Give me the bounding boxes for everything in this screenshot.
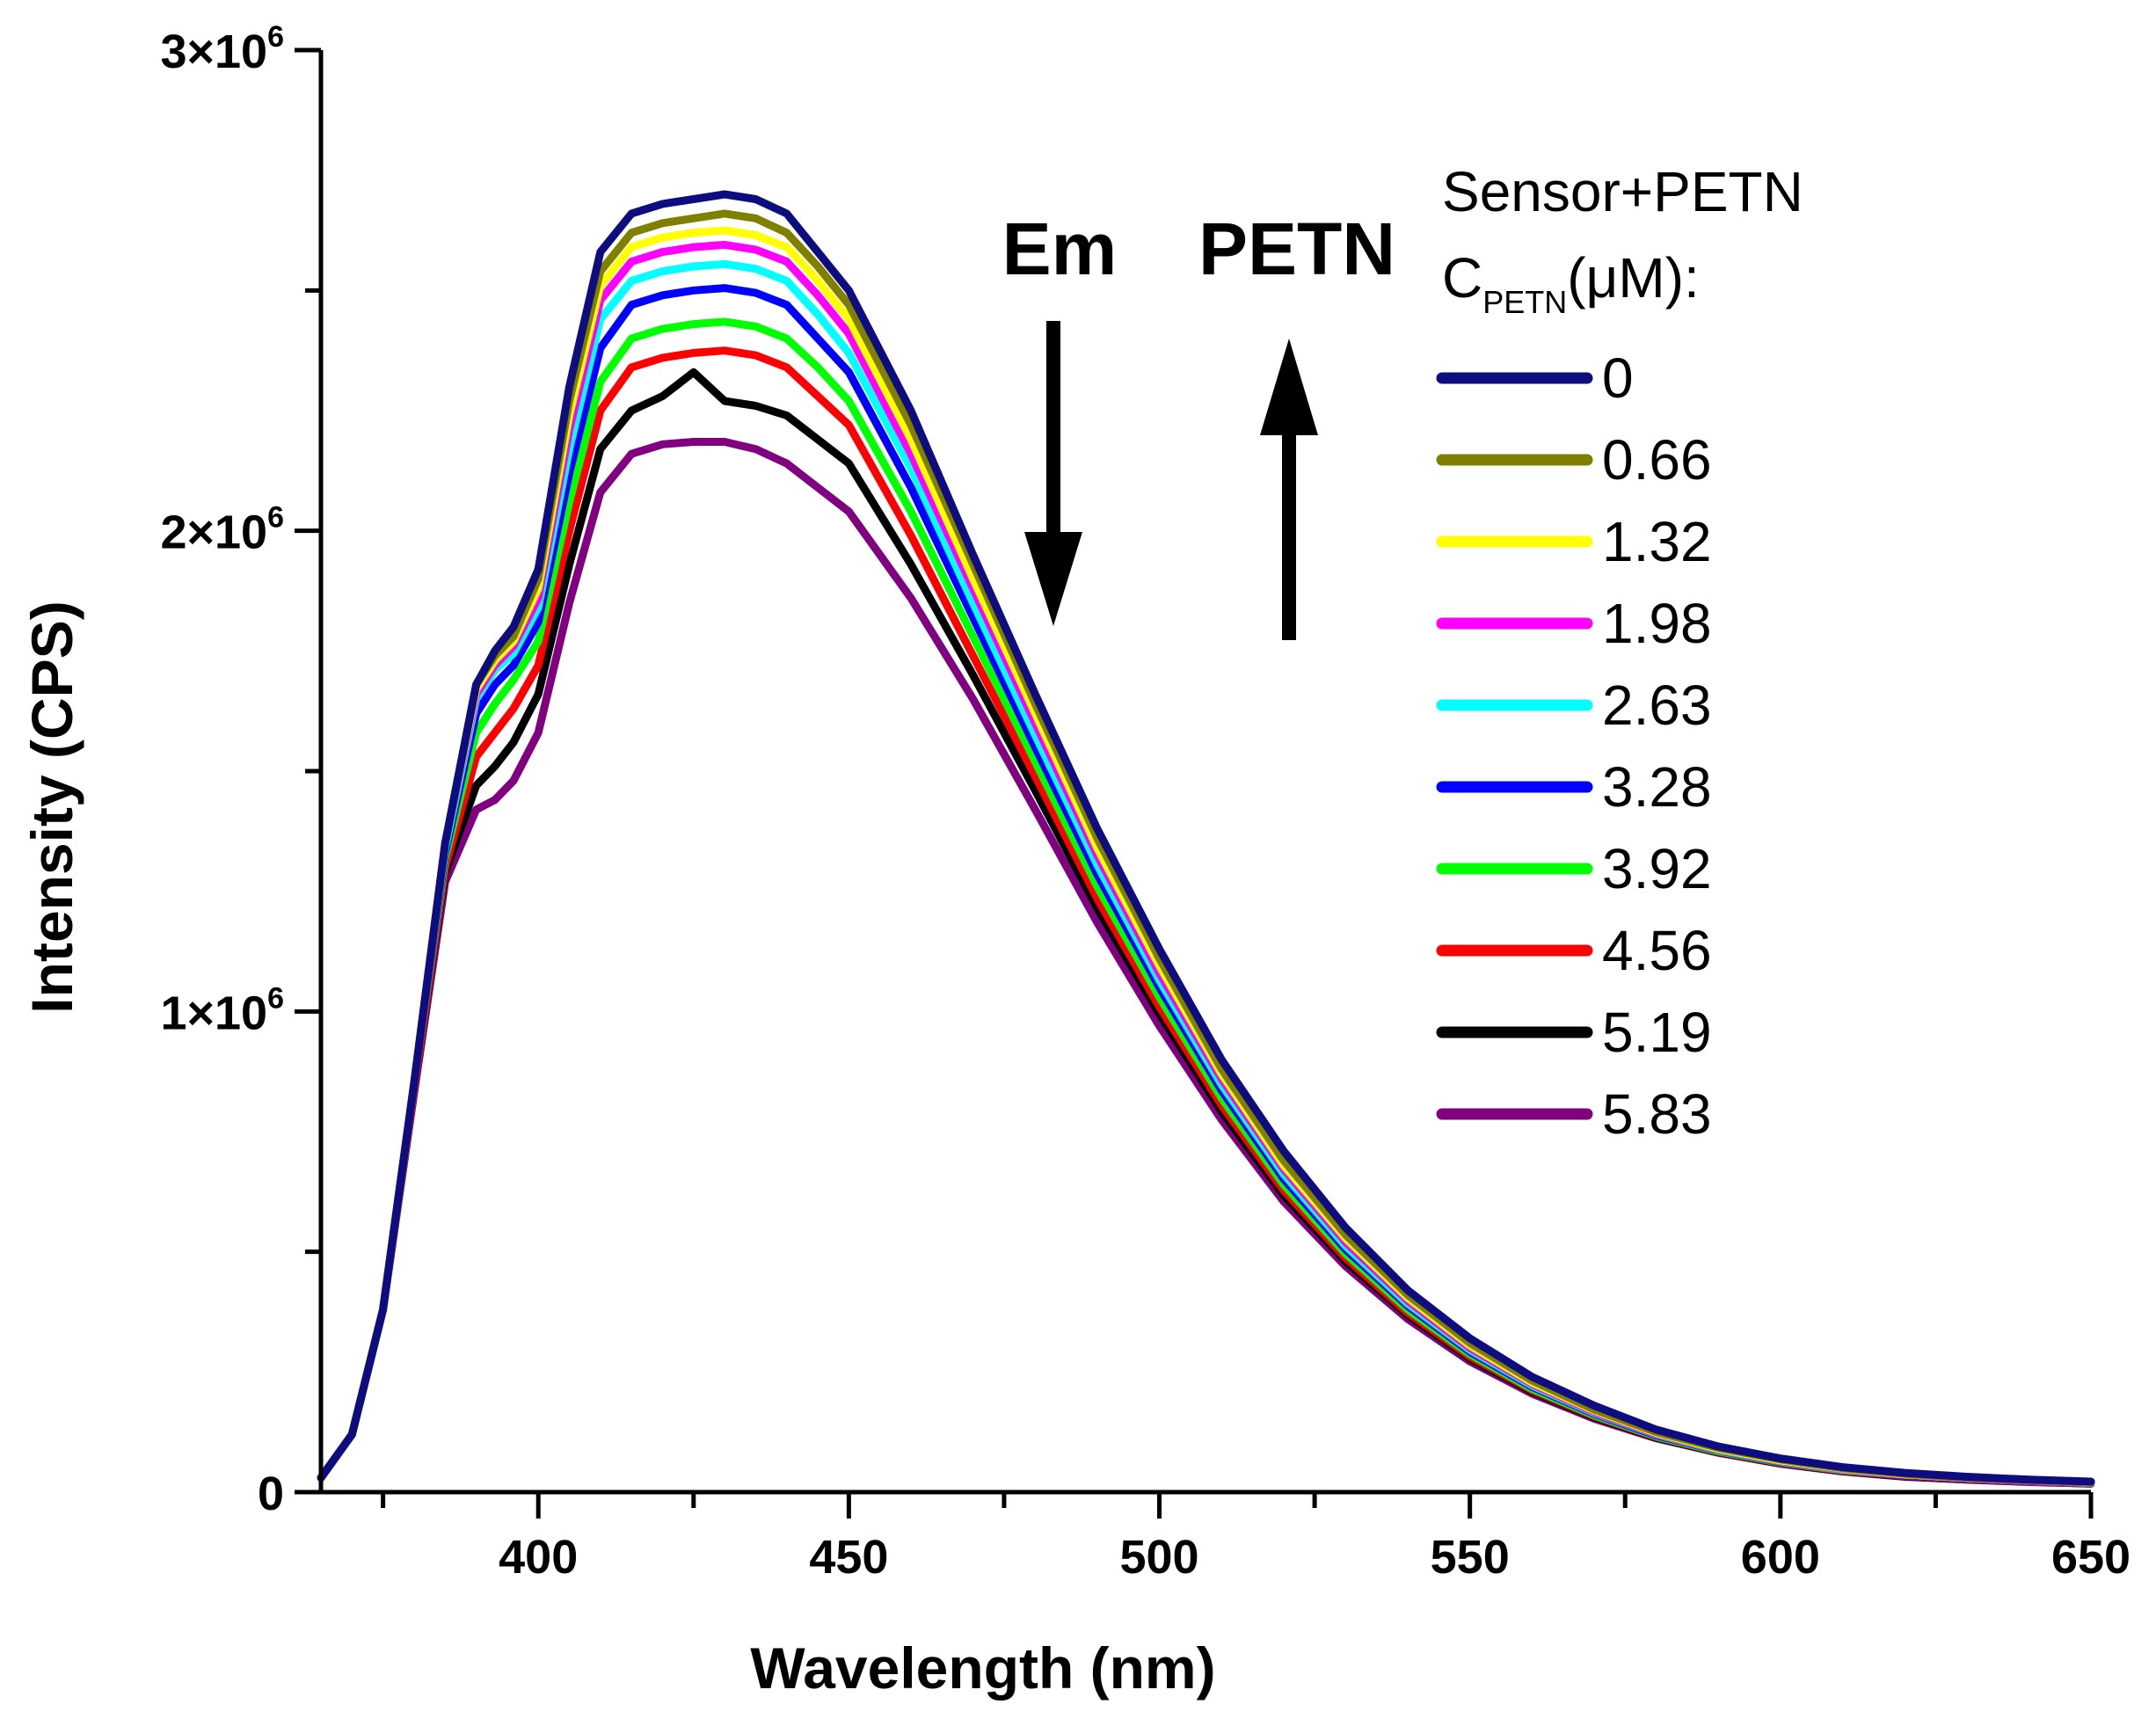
petn-annotation: PETN	[1198, 208, 1395, 290]
legend-label-5.19: 5.19	[1602, 1001, 1712, 1064]
x-axis-title: Wavelength (nm)	[750, 1635, 1215, 1701]
legend-label-0: 0	[1602, 346, 1634, 410]
legend-label-4.56: 4.56	[1602, 919, 1712, 982]
legend-items: 0 0.66 1.32 1.98 2.63 3.28 3.92 4.56 5.19 5.83	[1436, 346, 1712, 1146]
curves-layer	[317, 190, 2095, 1488]
legend: Sensor+PETN CPETN(μM): 0 0.66 1.32 1.98 2.63…	[1436, 160, 1803, 1146]
x-tick-label: 600	[1741, 1531, 1820, 1584]
x-tick-label: 400	[499, 1531, 578, 1584]
y-tick-label: 1×106	[160, 981, 284, 1039]
series-line-5.83	[317, 438, 2095, 1488]
y-tick-label: 2×106	[160, 501, 284, 559]
legend-label-2.63: 2.63	[1602, 674, 1712, 737]
tick-labels-layer: 400 450 500 550 600 650 0 1×106 2×106 3×106	[160, 20, 2131, 1584]
x-tick-label: 550	[1431, 1531, 1510, 1584]
y-tick-label: 0	[258, 1468, 284, 1520]
legend-label-3.92: 3.92	[1602, 837, 1712, 900]
legend-label-1.32: 1.32	[1602, 510, 1712, 573]
legend-title: Sensor+PETN	[1442, 160, 1803, 223]
series-line-4.56	[317, 346, 2095, 1488]
x-tick-label: 500	[1119, 1531, 1198, 1584]
up-arrow-icon	[1260, 339, 1318, 640]
y-tick-label: 3×106	[160, 20, 284, 78]
legend-label-1.98: 1.98	[1602, 592, 1712, 655]
legend-label-0.66: 0.66	[1602, 428, 1712, 492]
y-axis-title: Intensity (CPS)	[19, 601, 84, 1013]
legend-label-5.83: 5.83	[1602, 1082, 1712, 1146]
down-arrow-icon	[1024, 321, 1082, 626]
legend-subtitle: CPETN(μM):	[1442, 246, 1700, 320]
em-annotation: Em	[1002, 208, 1118, 290]
x-tick-label: 650	[2051, 1531, 2131, 1584]
ticks-layer	[295, 47, 2094, 1519]
series-line-0	[317, 190, 2095, 1486]
x-tick-label: 450	[809, 1531, 888, 1584]
legend-label-3.28: 3.28	[1602, 755, 1712, 819]
